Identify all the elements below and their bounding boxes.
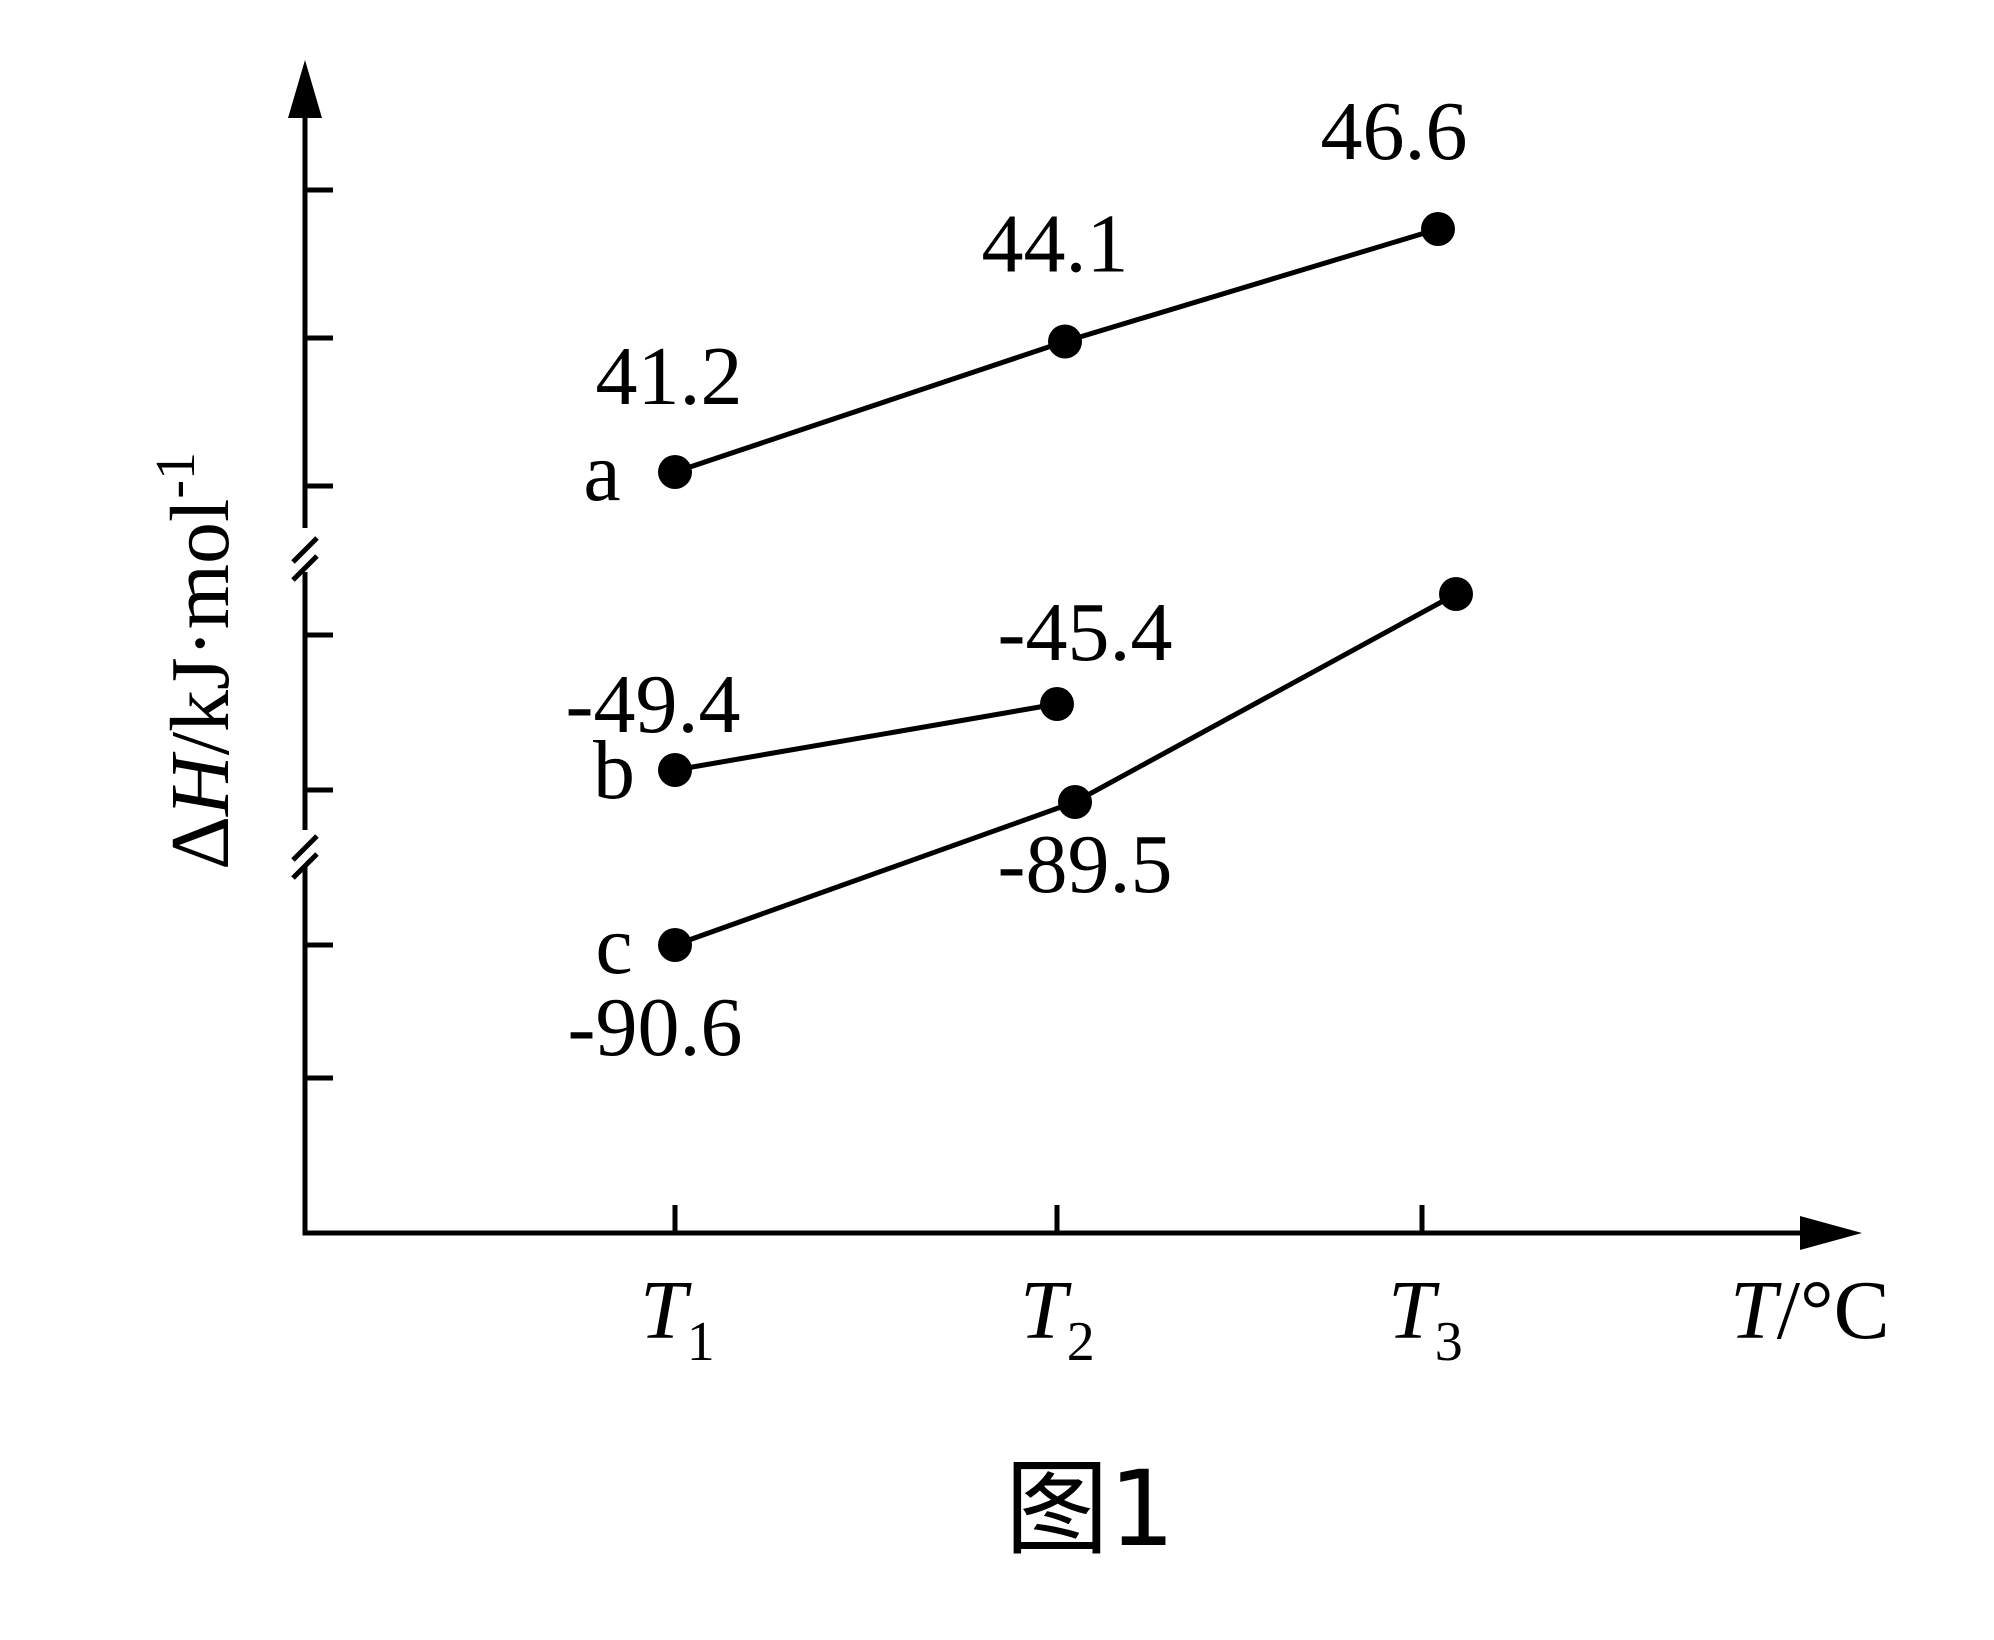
data-label: 41.2	[596, 330, 743, 423]
x-axis-arrowhead	[1800, 1216, 1862, 1250]
series-b-line	[674, 701, 1058, 773]
data-label: -89.5	[998, 818, 1173, 911]
series-a-point	[1048, 324, 1082, 359]
x-tick-label: T3	[1388, 1264, 1463, 1373]
data-label: -90.6	[568, 981, 743, 1074]
figure-caption: 图1	[1005, 1448, 1175, 1570]
series-name-label: b	[593, 724, 635, 817]
series-b-point	[1040, 687, 1074, 721]
series-a-point	[1421, 212, 1455, 246]
data-label: 44.1	[982, 198, 1129, 291]
data-label: 46.6	[1321, 85, 1468, 178]
y-axis-label: ΔH/kJ·mol-1	[145, 452, 247, 870]
series-c-point	[1058, 785, 1092, 819]
series-c-point	[658, 928, 692, 962]
y-axis-line	[302, 866, 1820, 1236]
y-axis-arrowhead	[288, 60, 322, 118]
x-tick-label: T1	[640, 1264, 715, 1373]
series-name-label: a	[583, 426, 620, 519]
series-layer: 41.2 44.1 46.6 a -49.4 -45.4 b -90.6 -89.5 c	[566, 85, 1473, 1074]
x-tick-label: T2	[1020, 1264, 1095, 1373]
x-axis-label: T/°C	[1730, 1264, 1890, 1357]
y-axis-break-mark	[291, 536, 319, 564]
data-label: -45.4	[998, 586, 1173, 679]
data-label: -49.4	[566, 658, 741, 751]
y-axis-break-mark	[291, 554, 319, 582]
series-b-point	[658, 753, 692, 787]
y-axis-break-mark	[291, 834, 319, 862]
axes: T1 T2 T3 T/°C ΔH/kJ·mol-1	[145, 60, 1890, 1373]
series-a-point	[658, 455, 692, 489]
series-c-point	[1439, 577, 1473, 611]
series-name-label: c	[595, 899, 632, 992]
